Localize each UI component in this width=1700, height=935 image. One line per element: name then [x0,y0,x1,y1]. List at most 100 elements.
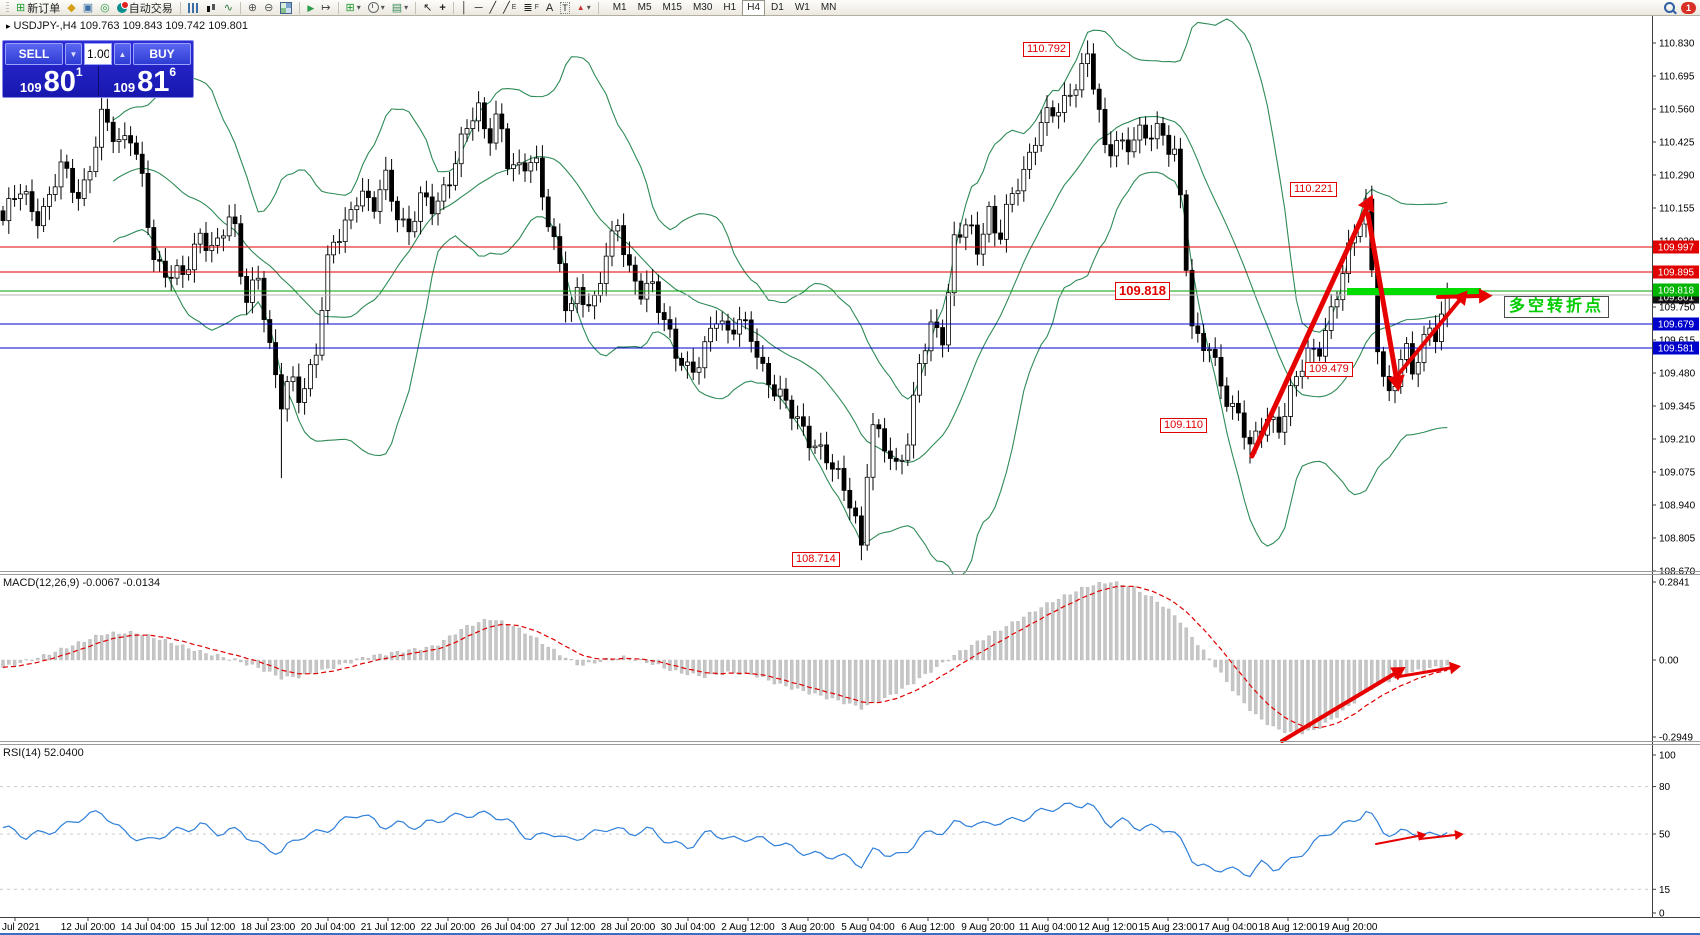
vertical-line-tool-button[interactable]: │ [459,1,470,15]
timeframe-W1[interactable]: W1 [794,1,810,13]
price-divider [97,66,99,96]
time-tick-label: 27 Jul 12:00 [541,922,596,933]
rsi-label: RSI(14) 52.0400 [3,747,84,759]
sell-button[interactable]: SELL [5,43,63,65]
timeframe-D1[interactable]: D1 [771,1,784,13]
new-order-button[interactable]: ⊞ 新订单 [14,1,62,15]
new-order-icon: ⊞ [16,1,26,14]
autotrading-button[interactable]: 自动交易 [115,0,175,15]
price-tag [1653,265,1699,279]
trend-arrow[interactable] [1436,294,1481,299]
arrows-tool-icon: ▲ [576,2,585,12]
macd-axis-label: 0.00 [1659,656,1679,667]
channel-tool-button[interactable]: ╱ E [501,1,518,15]
price-tick-label: 109.210 [1659,435,1696,446]
timeframe-M1[interactable]: M1 [612,1,627,13]
trend-arrow[interactable] [1394,666,1452,679]
timeframe-H1[interactable]: H1 [723,1,737,13]
time-tick-label: 14 Jul 04:00 [121,922,176,933]
volume-increase-button[interactable]: ▲ [114,43,131,65]
trend-arrow[interactable] [1365,211,1399,379]
macd-signal-line [2,585,1448,729]
trend-arrow[interactable] [1395,299,1461,378]
buy-button[interactable]: BUY [133,43,191,65]
green-support-bar[interactable] [1347,288,1481,295]
chart-shift-button[interactable]: ↦ [319,1,332,15]
zoom-out-icon: ⊖ [264,1,274,14]
crosshair-tool-button[interactable]: + [437,1,447,15]
text-label-tool-button[interactable]: T [558,1,572,15]
notification-badge[interactable]: 1 [1681,1,1696,14]
templates-button[interactable]: ▤ ▾ [390,1,410,15]
arrow-head [1390,667,1406,681]
text-tool-button[interactable]: A [544,1,555,15]
price-tick-label: 108.940 [1659,501,1696,512]
sell-price-pip: 1 [75,65,83,79]
candlestick-series [0,40,1450,561]
trendline-tool-button[interactable]: ╱ [488,1,499,15]
price-tick-label: 109.615 [1659,336,1696,347]
buy-price-display[interactable]: 109 81 6 [99,65,192,97]
styler-button[interactable]: ◆ [65,1,77,15]
zoom-out-button[interactable]: ⊖ [262,1,275,15]
cursor-tool-button[interactable]: ↖ [421,1,434,15]
timeframe-H4[interactable]: H4 [742,0,766,16]
sell-price-display[interactable]: 109 80 1 [5,65,98,97]
trend-arrow[interactable] [1419,834,1456,840]
toolbar-separator [299,1,301,14]
buy-price-pip: 6 [169,65,177,79]
time-tick-label: 2 Aug 12:00 [721,922,775,933]
price-tick-label: 108.805 [1659,534,1696,545]
zoom-in-button[interactable]: ⊕ [246,1,259,15]
signals-button[interactable]: ◎ [98,1,112,15]
horizontal-line-tool-button[interactable]: ─ [473,1,485,15]
macd-axis-label: 0.2841 [1659,578,1690,589]
trend-arrow[interactable] [1249,206,1369,459]
periods-button[interactable]: ▾ [366,1,387,15]
new-order-label: 新订单 [27,2,61,15]
toolbar-separator [597,1,599,14]
zoom-in-icon: ⊕ [247,1,258,14]
candlestick-mode-button[interactable] [204,1,219,15]
timeframe-M15[interactable]: M15 [662,1,682,13]
clock-icon [367,2,379,13]
sell-price-prefix: 109 [19,80,42,95]
profile-button[interactable]: ▣ [81,1,95,15]
rsi-axis-label: 0 [1659,909,1665,920]
time-tick-label: 6 Aug 12:00 [901,922,955,933]
candlestick-icon [205,2,217,13]
main-toolbar: ⊞ 新订单 ◆ ▣ ◎ 自动交易 ∿ ⊕ ⊖ ▶ ↦ ⊞ ▾ ▾ ▤ ▾ ↖ + [0,0,1700,16]
profile-icon: ▣ [82,1,94,14]
trend-arrow[interactable] [1280,672,1396,743]
fibonacci-tool-button[interactable]: ≣ F [521,1,541,15]
bollinger-bands [112,18,1448,575]
line-chart-mode-button[interactable]: ∿ [222,1,235,15]
search-icon[interactable] [1664,2,1675,13]
auto-scroll-button[interactable]: ▶ [305,1,316,15]
tile-windows-button[interactable] [278,1,294,15]
drawn-annotations[interactable] [1249,194,1493,845]
timeframe-M30[interactable]: M30 [692,1,713,13]
time-tick-label: 26 Jul 04:00 [481,922,536,933]
auto-scroll-icon: ▶ [307,2,315,13]
chevron-down-icon: ▾ [380,3,385,12]
toolbar-right-group: 1 [1664,1,1696,14]
bar-chart-mode-button[interactable] [186,1,201,15]
timeframe-MN[interactable]: MN [820,1,837,13]
timeframe-M5[interactable]: M5 [637,1,652,13]
rsi-axis-label: 80 [1659,782,1671,793]
price-annotation: 109.818 [1115,282,1170,300]
time-tick-label: 15 Jul 12:00 [181,922,236,933]
price-tick-label: 109.075 [1659,468,1696,479]
time-tick-label: 20 Jul 04:00 [301,922,356,933]
trend-arrow[interactable] [1375,835,1419,845]
arrow-head [1357,194,1375,213]
time-tick-label: Jul 2021 [2,922,40,933]
new-chart-button[interactable]: ⊞ ▾ [344,1,363,15]
arrows-tool-button[interactable]: ▲ ▾ [575,1,593,15]
macd-axis-label: -0.2949 [1659,733,1693,744]
volume-decrease-button[interactable]: ▼ [65,43,82,65]
volume-input[interactable] [84,43,112,65]
